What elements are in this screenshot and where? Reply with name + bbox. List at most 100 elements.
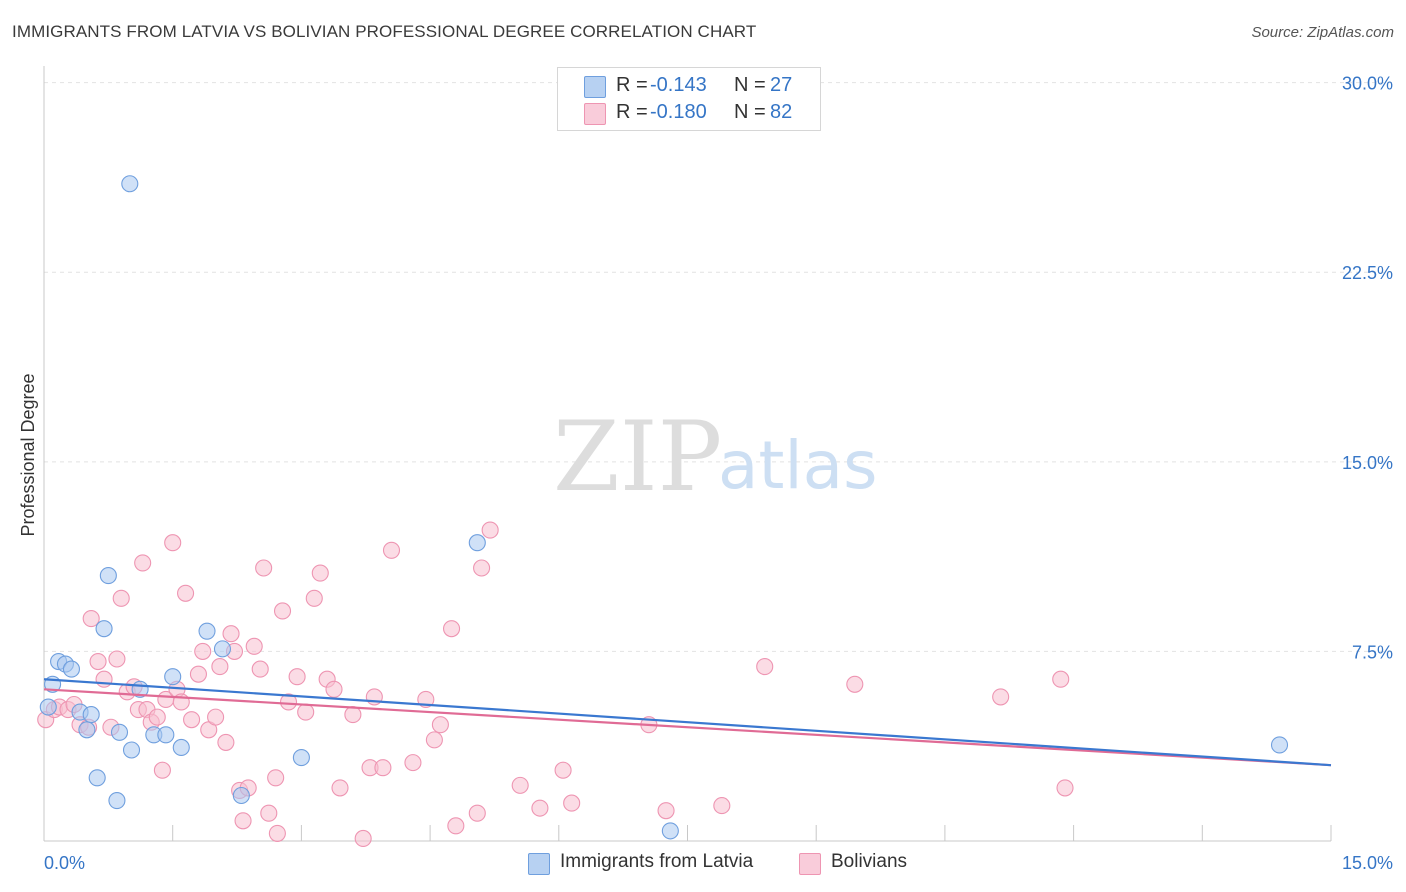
- bolivians-point: [425, 731, 443, 749]
- y-axis-label: Professional Degree: [18, 373, 38, 536]
- latvia-point: [232, 786, 250, 805]
- bolivians-point: [279, 693, 298, 711]
- correlation-legend: R = -0.143 N = 27 R = -0.180 N = 82: [557, 67, 821, 131]
- watermark-zip: ZIP: [553, 401, 722, 513]
- bolivians-point: [713, 797, 731, 815]
- bolivians-point: [1052, 670, 1070, 688]
- bolivians-point: [89, 652, 107, 671]
- legend-n-label: N =: [734, 101, 766, 123]
- latvia-point: [468, 534, 486, 552]
- bottom-legend-swatch-bolivians: [799, 853, 821, 875]
- legend-n-value: 27: [770, 74, 793, 96]
- bolivians-point: [354, 829, 372, 848]
- bottom-legend-label: Immigrants from Latvia: [560, 851, 754, 872]
- latvia-point: [108, 792, 126, 810]
- bolivians-point: [305, 589, 323, 607]
- trend-lines: [43, 678, 1332, 767]
- latvia-point: [88, 769, 106, 787]
- bolivians-point: [148, 708, 166, 726]
- legend-n-label: N =: [734, 74, 766, 96]
- legend-swatch-latvia: [584, 76, 606, 98]
- latvia-point: [157, 726, 175, 744]
- bolivians-point: [211, 658, 229, 676]
- latvia-point: [213, 640, 232, 658]
- bolivians-point: [344, 706, 362, 724]
- bolivians-point: [273, 602, 292, 620]
- bolivians-point: [481, 521, 499, 539]
- bolivians-point: [554, 761, 572, 779]
- watermark-atlas: atlas: [718, 427, 878, 504]
- bolivians-point: [183, 711, 201, 729]
- bolivians-point: [511, 776, 529, 794]
- bolivians-point: [207, 708, 225, 726]
- series-bolivians: [37, 521, 1074, 848]
- bolivians-point: [325, 680, 343, 698]
- y-tick-label: 7.5%: [1352, 642, 1393, 662]
- bolivians-point: [468, 804, 486, 822]
- latvia-point: [172, 738, 190, 757]
- bolivians-point: [756, 658, 774, 676]
- bolivians-point: [288, 668, 306, 686]
- y-tick-label: 15.0%: [1342, 453, 1393, 473]
- bolivians-point: [374, 759, 392, 777]
- bolivians-point: [255, 559, 273, 577]
- bolivians-trend-line: [43, 688, 1332, 767]
- latvia-point: [292, 749, 310, 767]
- legend-r-label: R =: [616, 74, 648, 96]
- bolivians-point: [108, 650, 126, 668]
- bolivians-point: [251, 660, 269, 678]
- legend-r-label: R =: [616, 101, 648, 123]
- x-tick-label: 0.0%: [44, 853, 85, 873]
- latvia-point: [62, 660, 81, 678]
- tick-labels: 7.5% 15.0% 22.5% 30.0% 0.0% 15.0%: [44, 74, 1393, 873]
- source-label: Source: ZipAtlas.com: [1251, 24, 1394, 41]
- bolivians-point: [311, 564, 329, 582]
- y-tick-label: 22.5%: [1342, 263, 1393, 283]
- bolivians-point: [404, 754, 422, 772]
- bolivians-point: [431, 716, 449, 734]
- bolivians-point: [217, 733, 235, 751]
- bolivians-point: [657, 802, 675, 820]
- bottom-legend-label: Bolivians: [831, 851, 908, 872]
- bolivians-point: [442, 620, 461, 638]
- bolivians-point: [234, 812, 252, 830]
- latvia-point: [121, 175, 139, 193]
- bottom-legend-swatch-latvia: [528, 853, 550, 875]
- latvia-point: [39, 698, 57, 716]
- bolivians-point: [153, 761, 171, 779]
- series-latvia: [39, 175, 1289, 840]
- latvia-point: [95, 620, 113, 638]
- x-tick-label: 15.0%: [1342, 853, 1393, 873]
- bolivians-point: [1056, 779, 1074, 797]
- bolivians-point: [82, 609, 100, 628]
- bolivians-point: [563, 794, 581, 812]
- bolivians-point: [189, 665, 207, 683]
- legend-r-value: -0.143: [650, 74, 707, 96]
- latvia-point: [82, 706, 100, 724]
- bolivians-point: [245, 637, 263, 655]
- bolivians-point: [222, 625, 240, 643]
- legend-n-value: 82: [770, 101, 793, 123]
- chart-title: IMMIGRANTS FROM LATVIA VS BOLIVIAN PROFE…: [12, 22, 757, 41]
- bolivians-point: [331, 779, 349, 797]
- y-tick-label: 30.0%: [1342, 74, 1393, 94]
- bolivians-point: [177, 584, 195, 602]
- watermark: ZIP atlas: [553, 401, 878, 513]
- bolivians-point: [447, 817, 465, 835]
- bolivians-point: [194, 642, 212, 660]
- grid-lines: [44, 82, 1392, 652]
- bolivians-point: [473, 559, 491, 577]
- latvia-point: [1270, 736, 1289, 754]
- bolivians-point: [846, 675, 864, 693]
- bolivians-point: [531, 799, 549, 817]
- latvia-point: [164, 668, 182, 686]
- bolivians-point: [382, 541, 401, 559]
- latvia-point: [198, 622, 216, 640]
- bolivians-point: [112, 589, 130, 607]
- latvia-point: [661, 822, 679, 840]
- bolivians-point: [992, 688, 1010, 706]
- latvia-point: [99, 567, 117, 585]
- latvia-trend-line: [43, 678, 1332, 767]
- bolivians-point: [297, 703, 315, 721]
